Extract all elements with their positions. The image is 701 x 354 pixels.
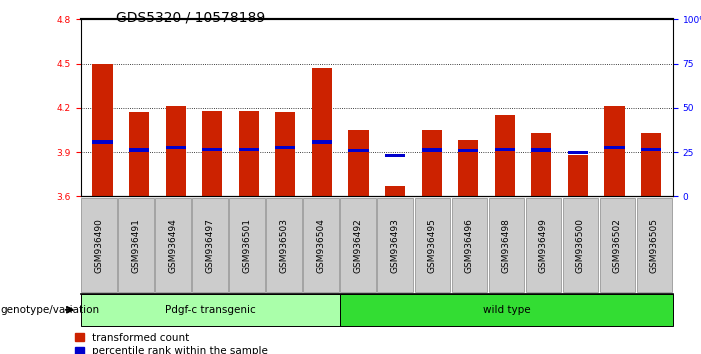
Bar	[129, 148, 149, 152]
Text: GSM936501: GSM936501	[243, 218, 252, 273]
Bar	[348, 130, 369, 196]
Bar	[129, 112, 149, 196]
Bar	[641, 133, 661, 196]
Text: GSM936493: GSM936493	[390, 218, 400, 273]
Bar	[348, 149, 369, 152]
Bar	[275, 146, 295, 149]
Bar	[531, 133, 552, 196]
Text: GSM936505: GSM936505	[650, 218, 659, 273]
Text: GSM936490: GSM936490	[95, 218, 104, 273]
Bar	[458, 149, 478, 152]
Bar	[641, 148, 661, 151]
Bar	[275, 112, 295, 196]
Text: Pdgf-c transgenic: Pdgf-c transgenic	[165, 305, 256, 315]
Text: GSM936497: GSM936497	[205, 218, 215, 273]
Legend: transformed count, percentile rank within the sample: transformed count, percentile rank withi…	[75, 333, 268, 354]
Text: GSM936495: GSM936495	[428, 218, 437, 273]
Bar	[495, 115, 515, 196]
Text: GSM936494: GSM936494	[169, 218, 177, 273]
Bar	[165, 107, 186, 196]
Bar	[93, 64, 113, 196]
Bar	[458, 141, 478, 196]
Bar	[531, 148, 552, 152]
Bar	[165, 146, 186, 149]
Bar	[202, 148, 222, 151]
Bar	[239, 148, 259, 151]
Bar	[93, 140, 113, 143]
Text: GSM936503: GSM936503	[280, 218, 289, 273]
Text: GSM936500: GSM936500	[576, 218, 585, 273]
Text: GSM936499: GSM936499	[539, 218, 548, 273]
Text: GSM936496: GSM936496	[465, 218, 474, 273]
Bar	[604, 107, 625, 196]
Bar	[568, 150, 588, 154]
Bar	[239, 111, 259, 196]
Text: GSM936491: GSM936491	[132, 218, 141, 273]
Bar	[495, 148, 515, 151]
Bar	[202, 111, 222, 196]
Text: GSM936504: GSM936504	[317, 218, 326, 273]
Bar	[421, 130, 442, 196]
Text: GDS5320 / 10578189: GDS5320 / 10578189	[116, 11, 265, 25]
Bar	[568, 155, 588, 196]
Bar	[312, 140, 332, 143]
Bar	[385, 154, 405, 157]
Text: GSM936502: GSM936502	[613, 218, 622, 273]
Bar	[312, 68, 332, 196]
Text: GSM936498: GSM936498	[502, 218, 511, 273]
Text: wild type: wild type	[482, 305, 530, 315]
Bar	[604, 146, 625, 149]
Bar	[385, 186, 405, 196]
Text: genotype/variation: genotype/variation	[1, 305, 100, 315]
Text: GSM936492: GSM936492	[354, 218, 363, 273]
Bar	[421, 148, 442, 152]
